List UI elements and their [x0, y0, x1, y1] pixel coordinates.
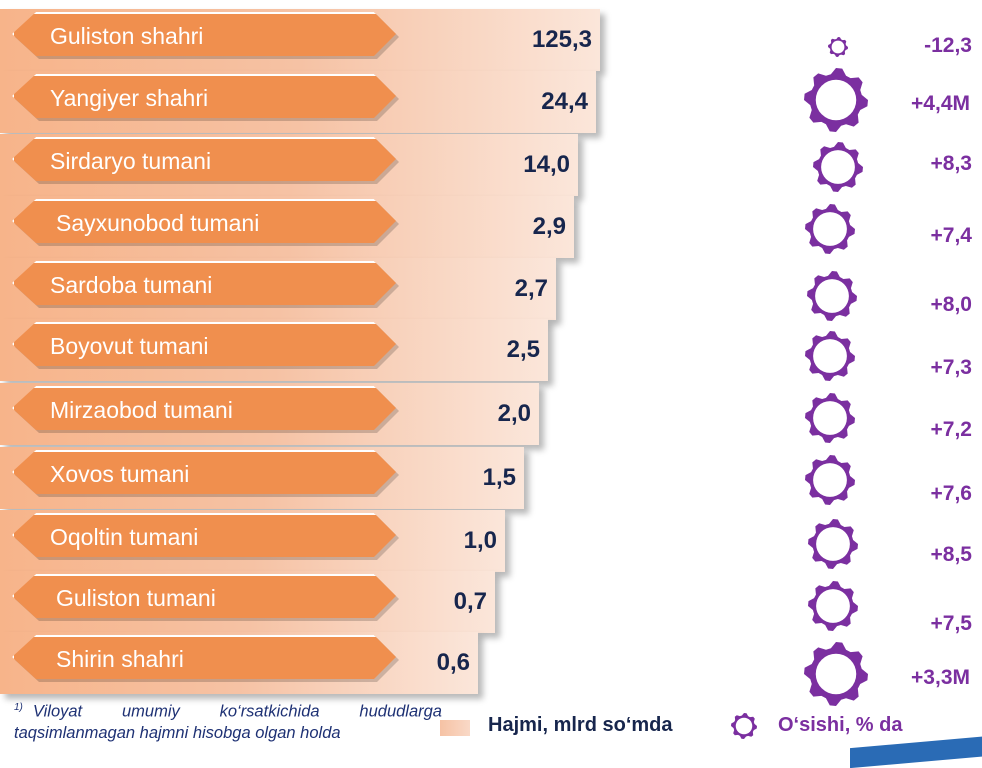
chart-row: 1,0 Oqoltin tumani [0, 510, 982, 572]
chart-row: 2,5 Boyovut tumani [0, 319, 982, 381]
bar-value-label: 125,3 [531, 26, 592, 53]
chart-row: 2,7 Sardoba tumani [0, 258, 982, 320]
category-label: Shirin shahri [56, 646, 184, 672]
chart-row: 0,6 Shirin shahri [0, 632, 982, 694]
growth-gear-icon [827, 36, 849, 63]
category-label: Sardoba tumani [50, 272, 213, 298]
footnote-marker: 1) [14, 702, 23, 713]
growth-value-label: +8,3 [930, 152, 972, 175]
bar-value-label: 14,0 [523, 151, 570, 178]
category-tag [12, 322, 396, 366]
legend-volume-label: Hajmi, mlrd so‘mda [488, 714, 673, 736]
growth-gear-icon [807, 518, 859, 575]
growth-value-label: +4,4M [911, 92, 970, 115]
category-label: Guliston tumani [56, 585, 216, 611]
category-tag [12, 513, 396, 557]
growth-value-label: +7,3 [930, 356, 972, 379]
growth-value-label: +8,0 [930, 293, 972, 316]
legend-growth-label: O‘sishi, % da [778, 714, 903, 736]
chart-row: 24,4 Yangiyer shahri [0, 71, 982, 133]
growth-gear-icon [807, 580, 859, 637]
category-tag [12, 137, 396, 181]
growth-value-label: +8,5 [930, 543, 972, 566]
bar-value-label: 2,5 [506, 336, 540, 363]
category-label: Xovos tumani [50, 461, 190, 487]
growth-gear-icon [812, 141, 864, 198]
category-label: Sirdaryo tumani [50, 148, 212, 174]
growth-gear-icon [804, 392, 856, 449]
chart-row: 1,5 Xovos tumani [0, 447, 982, 509]
category-label: Yangiyer shahri [50, 85, 209, 111]
bar-value-label: 1,0 [463, 527, 497, 554]
growth-value-label: +7,4 [930, 224, 972, 247]
bar-value-label: 0,7 [453, 588, 487, 615]
bar-value-label: 24,4 [541, 88, 588, 115]
category-tag [12, 450, 396, 494]
category-label: Sayxunobod tumani [56, 210, 260, 236]
growth-gear-icon [804, 330, 856, 387]
footnote: 1) Viloyat umumiy ko‘rsatkichida hududlar… [14, 697, 442, 744]
category-label: Guliston shahri [50, 23, 204, 49]
growth-gear-icon [806, 270, 858, 327]
category-tag [12, 386, 396, 430]
growth-gear-icon [803, 67, 869, 138]
growth-value-label: +3,3M [911, 666, 970, 689]
category-tag [12, 635, 396, 679]
category-tag [12, 12, 396, 56]
footnote-text: Viloyat umumiy ko‘rsatkichida hududlarga… [14, 702, 442, 742]
growth-gear-icon [804, 203, 856, 260]
category-tag [12, 199, 396, 243]
category-label: Mirzaobod tumani [50, 397, 233, 423]
growth-value-label: +7,5 [930, 612, 972, 635]
bar-value-label: 2,0 [497, 400, 531, 427]
growth-value-label: -12,3 [924, 34, 972, 57]
chart-row: 0,7 Guliston tumani [0, 571, 982, 633]
category-label: Boyovut tumani [50, 333, 209, 359]
legend-volume-swatch [440, 720, 470, 736]
growth-gear-icon [804, 454, 856, 511]
growth-value-label: +7,6 [930, 482, 972, 505]
category-label: Oqoltin tumani [50, 524, 199, 550]
bar-value-label: 2,9 [532, 213, 566, 240]
bar-value-label: 1,5 [482, 464, 516, 491]
category-tag [12, 74, 396, 118]
chart-row: 2,0 Mirzaobod tumani [0, 383, 982, 445]
chart-row: 14,0 Sirdaryo tumani [0, 134, 982, 196]
growth-gear-icon [803, 641, 869, 712]
legend-gear-icon [730, 712, 758, 745]
bar-value-label: 0,6 [436, 649, 470, 676]
category-tag [12, 261, 396, 305]
category-tag [12, 574, 396, 618]
chart-row: 2,9 Sayxunobod tumani [0, 196, 982, 258]
chart-row: 125,3 Guliston shahri [0, 9, 982, 71]
bar-value-label: 2,7 [514, 275, 548, 302]
growth-value-label: +7,2 [930, 418, 972, 441]
